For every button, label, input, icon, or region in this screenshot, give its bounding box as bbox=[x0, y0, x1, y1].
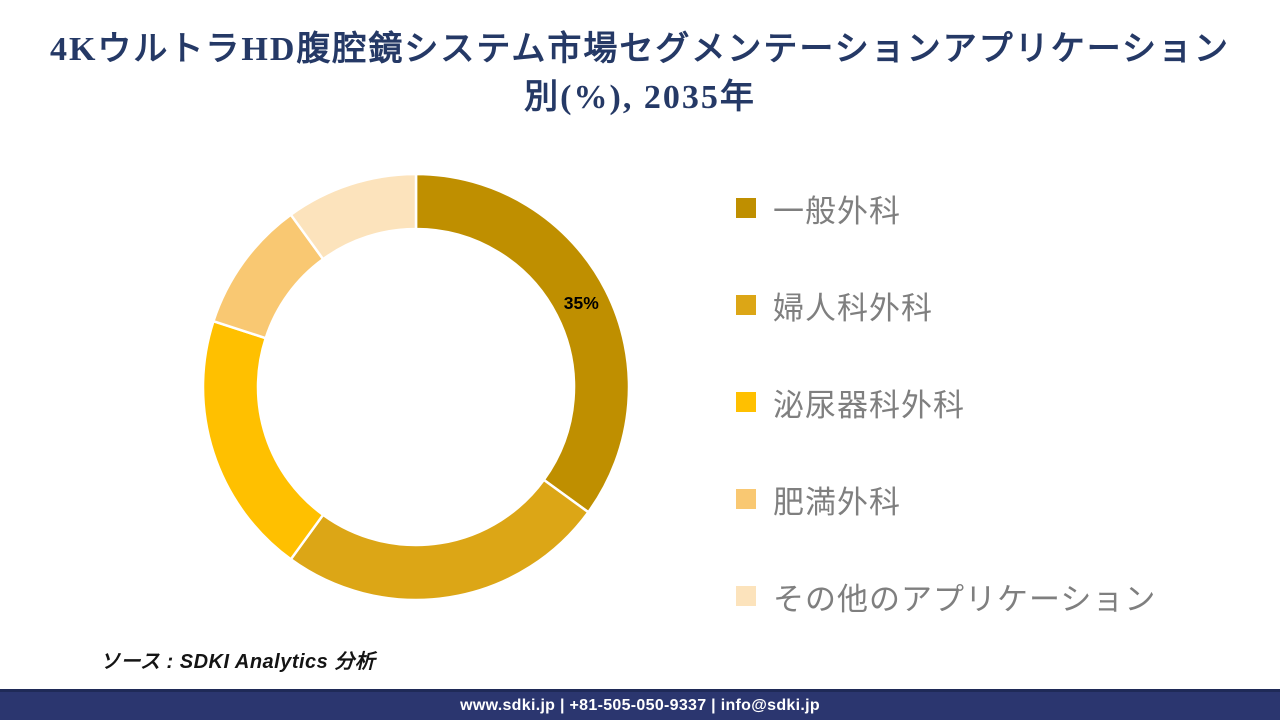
chart-title: 4KウルトラHD腹腔鏡システム市場セグメンテーションアプリケーション 別(%),… bbox=[0, 26, 1280, 123]
legend-item-urological-surgery: 泌尿器科外科 bbox=[736, 380, 1156, 424]
legend-label: 肥満外科 bbox=[773, 484, 901, 520]
chart-legend: 一般外科 婦人科外科 泌尿器科外科 肥満外科 その他のアプリケーション bbox=[736, 186, 1156, 618]
legend-marker-icon bbox=[736, 489, 756, 509]
chart-title-line2: 別(%), 2035年 bbox=[524, 79, 756, 117]
donut-segment-3 bbox=[201, 319, 325, 561]
legend-marker-icon bbox=[736, 392, 756, 412]
legend-marker-icon bbox=[736, 586, 756, 606]
legend-item-general-surgery: 一般外科 bbox=[736, 186, 1156, 230]
legend-item-gynecological-surgery: 婦人科外科 bbox=[736, 283, 1156, 327]
donut-segment-5 bbox=[289, 172, 418, 261]
legend-marker-icon bbox=[736, 295, 756, 315]
footer-contact-text: www.sdki.jp | +81-505-050-9337 | info@sd… bbox=[460, 697, 820, 714]
donut-chart-area: 35% bbox=[196, 167, 636, 607]
source-note: ソース : SDKI Analytics 分析 bbox=[100, 651, 376, 673]
footer-bar: www.sdki.jp | +81-505-050-9337 | info@sd… bbox=[0, 689, 1280, 720]
segment-data-label: 35% bbox=[564, 293, 599, 313]
legend-label: 婦人科外科 bbox=[773, 290, 933, 326]
donut-segment-2 bbox=[289, 478, 590, 602]
legend-item-bariatric-surgery: 肥満外科 bbox=[736, 477, 1156, 521]
legend-marker-icon bbox=[736, 198, 756, 218]
legend-label: 泌尿器科外科 bbox=[773, 387, 965, 423]
legend-label: 一般外科 bbox=[773, 193, 901, 229]
chart-title-line1: 4KウルトラHD腹腔鏡システム市場セグメンテーションアプリケーション bbox=[49, 31, 1231, 68]
legend-item-other-applications: その他のアプリケーション bbox=[736, 574, 1156, 618]
donut-segment-1 bbox=[414, 172, 631, 514]
donut-chart: 35% bbox=[201, 172, 631, 602]
legend-label: その他のアプリケーション bbox=[773, 581, 1157, 617]
